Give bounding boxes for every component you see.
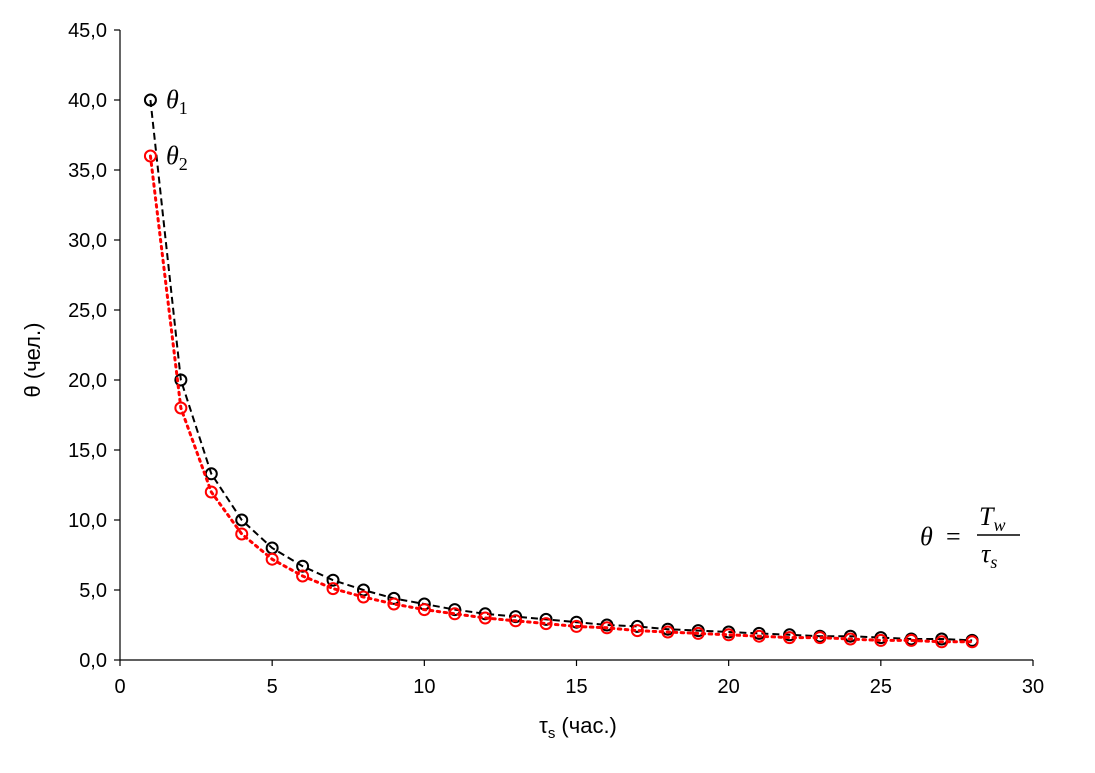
x-tick-label: 20 bbox=[718, 676, 740, 698]
y-tick-label: 0,0 bbox=[79, 650, 107, 672]
data-point bbox=[600, 621, 614, 635]
series-label-theta1: θ1 bbox=[166, 85, 188, 118]
data-point bbox=[722, 628, 736, 642]
data-point bbox=[265, 552, 279, 566]
data-point bbox=[874, 633, 888, 647]
formula-denominator: τs bbox=[981, 539, 997, 572]
series-2 bbox=[143, 149, 979, 649]
y-tick-label: 45,0 bbox=[68, 20, 107, 42]
formula-lhs: θ bbox=[920, 522, 933, 551]
data-point bbox=[843, 632, 857, 646]
data-point bbox=[296, 569, 310, 583]
data-point bbox=[356, 590, 370, 604]
data-point bbox=[235, 527, 249, 541]
data-point bbox=[752, 629, 766, 643]
data-point bbox=[509, 614, 523, 628]
y-tick-label: 40,0 bbox=[68, 90, 107, 112]
data-point bbox=[539, 612, 553, 626]
data-point bbox=[387, 597, 401, 611]
y-tick-label: 30,0 bbox=[68, 230, 107, 252]
formula-annotation: θ = Tw τs bbox=[920, 502, 1020, 572]
data-point bbox=[783, 631, 797, 645]
data-point bbox=[965, 635, 979, 649]
data-point bbox=[570, 619, 583, 633]
y-axis-title: θ (чел.) bbox=[20, 323, 45, 398]
data-point bbox=[174, 401, 188, 415]
data-point bbox=[539, 617, 553, 631]
y-tick-label: 20,0 bbox=[68, 370, 107, 392]
data-point bbox=[630, 619, 644, 633]
y-tick-label: 15,0 bbox=[68, 440, 107, 462]
x-tick-label: 30 bbox=[1022, 676, 1044, 698]
data-point bbox=[326, 573, 340, 587]
series-line-2 bbox=[148, 154, 974, 644]
data-point bbox=[661, 625, 675, 639]
x-axis-title: τs (час.) bbox=[539, 713, 617, 742]
data-point bbox=[448, 603, 462, 617]
y-tick-label: 35,0 bbox=[68, 160, 107, 182]
axes: 0,0 5,0 10,0 15,0 20,0 25,0 30,0 35,0 40,0 45,0 0 5… bbox=[68, 20, 1044, 698]
data-point bbox=[143, 93, 157, 107]
y-tick-label: 5,0 bbox=[79, 580, 107, 602]
series-label-theta2: θ2 bbox=[166, 141, 188, 174]
data-point bbox=[296, 559, 310, 573]
data-point bbox=[174, 373, 188, 387]
data-point bbox=[630, 624, 644, 638]
data-point bbox=[813, 631, 827, 645]
data-point bbox=[417, 603, 431, 617]
data-point bbox=[904, 633, 918, 647]
formula-numerator: Tw bbox=[979, 502, 1005, 535]
data-point bbox=[935, 635, 949, 649]
series-layer bbox=[143, 93, 979, 649]
x-tick-label: 15 bbox=[565, 676, 587, 698]
y-tick-label: 10,0 bbox=[68, 510, 107, 532]
x-tick-label: 0 bbox=[114, 676, 125, 698]
data-point bbox=[691, 626, 705, 640]
formula-eq: = bbox=[946, 522, 961, 551]
data-point bbox=[478, 611, 492, 625]
x-tick-label: 10 bbox=[413, 676, 435, 698]
y-tick-label: 25,0 bbox=[68, 300, 107, 322]
data-point bbox=[204, 485, 218, 499]
data-point bbox=[235, 513, 249, 527]
x-tick-label: 25 bbox=[870, 676, 892, 698]
data-point bbox=[143, 149, 157, 163]
data-point bbox=[326, 582, 340, 596]
x-tick-label: 5 bbox=[267, 676, 278, 698]
data-point bbox=[387, 591, 401, 605]
data-point bbox=[448, 607, 462, 621]
